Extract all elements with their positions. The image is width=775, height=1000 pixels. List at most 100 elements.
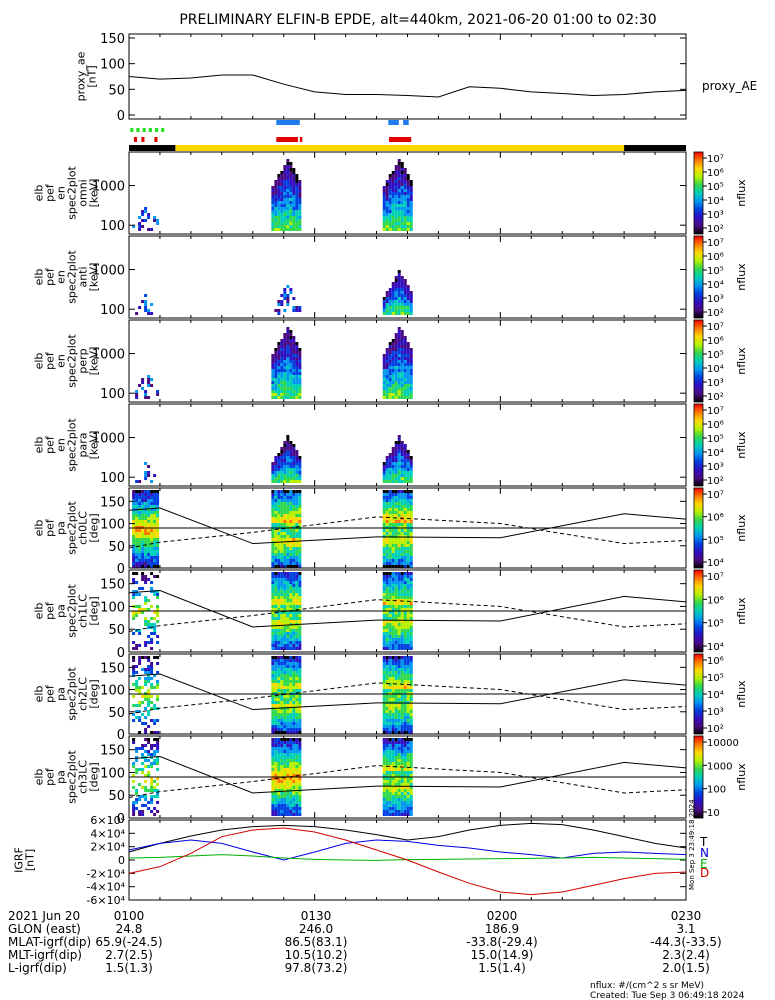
spec-perp-cell <box>388 342 392 345</box>
spec-omni-cell <box>409 207 413 210</box>
pa-ch1-cell <box>277 635 281 638</box>
pa-ch2-cell <box>280 668 284 671</box>
pa-ch1-cell <box>298 620 302 623</box>
pa-ch3-cell <box>292 801 296 804</box>
pa-ch2-cell <box>271 698 275 701</box>
spec-omni-cell <box>406 174 410 177</box>
pa-ch2-cell <box>295 719 299 722</box>
pa-ch1-cell <box>289 575 293 578</box>
pa-ch2-cell <box>277 719 281 722</box>
pa-ch0-cell <box>144 544 148 547</box>
pa-ch1-cell <box>385 647 389 650</box>
spec-omni-cell <box>394 177 398 180</box>
spec-perp-cell <box>400 387 404 390</box>
spec-perp-cell <box>409 393 413 396</box>
pa-ch2-cell <box>277 662 281 665</box>
pa-ch2-cell <box>147 701 151 704</box>
pa-ch0-cell <box>132 502 136 505</box>
pa-ch0-cell <box>277 499 281 502</box>
pa-ch1-cell <box>406 644 410 647</box>
pa-ch3-cell <box>403 807 407 810</box>
pa-ch2-cell <box>271 671 275 674</box>
spec-perp-cell <box>385 360 389 363</box>
spec-omni-cell <box>289 186 293 189</box>
pa-ch1-cell <box>292 593 296 596</box>
pa-ch0-cell <box>271 493 275 496</box>
spec-omni-cell <box>286 192 290 195</box>
pa-ch3-cell <box>298 750 302 753</box>
pa-ch1-cell <box>277 644 281 647</box>
pa-ch3-cell <box>150 795 154 798</box>
spec-perp-cell <box>400 330 404 333</box>
pa-ch3-cell <box>153 795 157 798</box>
pa-ch3-cell <box>409 747 413 750</box>
pa-ch1-colorbar-label: nflux <box>735 597 748 625</box>
pa-ch0-cell <box>150 511 154 514</box>
pa-ch2-cell <box>385 686 389 689</box>
pa-ch1-cell <box>382 632 386 635</box>
pa-ch1-cell <box>292 572 296 575</box>
pa-ch0-cell <box>388 562 392 565</box>
pa-ch2-cell <box>385 695 389 698</box>
pa-ch3-cell <box>144 780 148 783</box>
spec-anti-cell <box>409 294 413 297</box>
spec-perp-cell <box>409 354 413 357</box>
spec-perp-cell <box>298 375 302 378</box>
pa-ch2-cell <box>274 698 278 701</box>
pa-ch1-ytick-label: 100 <box>100 600 125 615</box>
pa-ch2-cell <box>147 674 151 677</box>
pa-ch1-cell <box>150 623 154 626</box>
pa-ch0-cell <box>292 514 296 517</box>
pa-ch2-cell <box>135 716 139 719</box>
pa-ch1-cell <box>274 587 278 590</box>
pa-ch0-cell <box>391 556 395 559</box>
spec-para-cell <box>391 447 395 450</box>
spec-omni-cell <box>382 216 386 219</box>
pa-ch3-cell <box>289 738 293 741</box>
spec-omni-cell <box>403 210 407 213</box>
pa-ch3-cell <box>391 786 395 789</box>
pa-ch0-cell <box>138 562 142 565</box>
pa-ch1-cell <box>388 578 392 581</box>
pa-ch2-cell <box>295 689 299 692</box>
spec-para-cell <box>400 480 404 483</box>
spec-perp-cell <box>382 375 386 378</box>
spec-perp-cell <box>391 372 395 375</box>
pa-ch1-cell <box>292 578 296 581</box>
spec-perp-cell <box>280 396 284 399</box>
spec-omni-cell <box>391 213 395 216</box>
spec-perp-cell <box>274 375 278 378</box>
spec-perp-cell <box>385 384 389 387</box>
spec-anti-cell <box>150 312 154 315</box>
pa-ch3-cell <box>271 744 275 747</box>
pa-ch3-cell <box>271 759 275 762</box>
spec-anti-cell <box>382 303 386 306</box>
pa-ch2-cell <box>286 674 290 677</box>
pa-ch1-colorbar-tick-label: 10⁵ <box>707 619 724 630</box>
pa-ch0-cell <box>298 535 302 538</box>
spec-para-cell <box>391 453 395 456</box>
pa-ch1-cell <box>388 635 392 638</box>
spec-omni-cell <box>150 228 154 231</box>
pa-ch0-cell <box>156 538 160 541</box>
pa-ch1-cell <box>274 644 278 647</box>
pa-ch1-cell <box>400 587 404 590</box>
pa-ch3-cell <box>274 753 278 756</box>
spec-anti-cell <box>406 285 410 288</box>
pa-ch1-cell <box>406 632 410 635</box>
pa-ch0-colorbar-tick-label: 10⁶ <box>707 513 724 524</box>
spec-omni-cell <box>289 207 293 210</box>
pa-ch2-cell <box>280 677 284 680</box>
pa-ch3-cell <box>382 756 386 759</box>
spec-perp-cell <box>388 354 392 357</box>
spec-perp-cell <box>271 363 275 366</box>
spec-perp-cell <box>409 369 413 372</box>
pa-ch0-cell <box>138 553 142 556</box>
pa-ch0-cell <box>406 556 410 559</box>
spec-omni-cell <box>147 213 151 216</box>
spec-omni-cell <box>292 198 296 201</box>
pa-ch0-cell <box>141 505 145 508</box>
pa-ch3-cell <box>280 783 284 786</box>
pa-ch3-cell <box>280 753 284 756</box>
